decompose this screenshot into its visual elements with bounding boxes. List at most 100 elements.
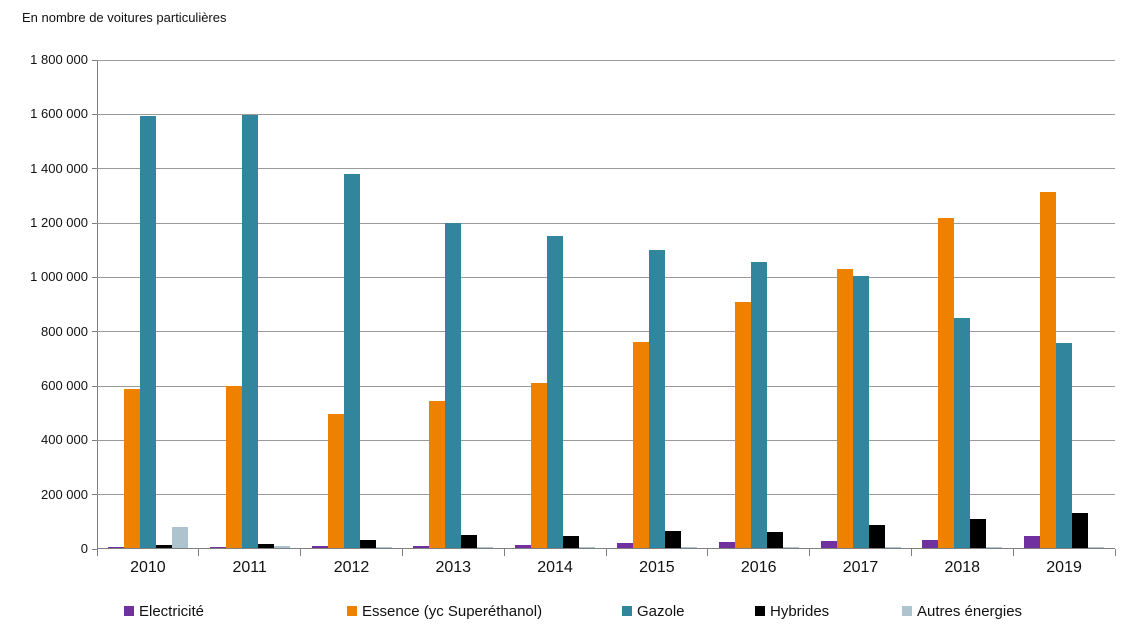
bar-hybrides-2017 bbox=[868, 524, 885, 548]
x-axis-label-2015: 2015 bbox=[639, 559, 675, 576]
y-axis-tick bbox=[92, 59, 97, 61]
gridline bbox=[97, 113, 1115, 115]
bar-autres-energies-2019 bbox=[1088, 547, 1105, 548]
y-axis-label: 1 000 000 bbox=[30, 269, 88, 285]
bar-essence-2018 bbox=[938, 217, 955, 548]
x-axis-tick bbox=[96, 549, 98, 556]
bar-autres-energies-2017 bbox=[884, 546, 901, 548]
legend-swatch-gazole bbox=[622, 606, 632, 616]
plot-area: 0 200 000 400 000 600 000 800 000 1 000 000 1 … bbox=[30, 53, 1116, 576]
bar-autres-energies-2010 bbox=[171, 527, 188, 548]
legend-swatch-electricite bbox=[124, 606, 134, 616]
bar-essence-2010 bbox=[123, 389, 140, 548]
bar-gazole-2013 bbox=[445, 222, 462, 548]
legend-label-hybrides: Hybrides bbox=[770, 602, 830, 620]
bar-hybrides-2015 bbox=[664, 531, 681, 548]
legend-item-hybrides: Hybrides bbox=[755, 601, 829, 621]
gridline bbox=[97, 439, 1115, 441]
x-axis-label-2010: 2010 bbox=[130, 559, 166, 576]
bar-essence-2019 bbox=[1040, 192, 1057, 548]
y-axis-label: 400 000 bbox=[41, 432, 88, 448]
chart-title: En nombre de voitures particulières bbox=[22, 10, 227, 25]
y-axis-tick bbox=[92, 276, 97, 278]
bar-electricite-2016 bbox=[718, 542, 735, 548]
bar-autres-energies-2016 bbox=[782, 546, 799, 548]
legend-label-essence: Essence (yc Superéthanol) bbox=[362, 602, 543, 620]
bar-electricite-2019 bbox=[1024, 536, 1041, 548]
y-axis-tick bbox=[92, 168, 97, 170]
bar-gazole-2015 bbox=[648, 249, 665, 548]
legend-item-autres-energies: Autres énergies bbox=[902, 601, 1022, 621]
bar-electricite-2014 bbox=[515, 545, 532, 548]
y-axis-label: 1 600 000 bbox=[30, 106, 88, 122]
legend-item-gazole: Gazole bbox=[622, 601, 685, 621]
x-axis-label-2018: 2018 bbox=[944, 559, 981, 576]
bar-autres-energies-2012 bbox=[375, 546, 392, 548]
y-axis-tick bbox=[92, 439, 97, 441]
bar-gazole-2016 bbox=[750, 261, 767, 548]
y-axis-tick bbox=[92, 494, 97, 496]
bar-gazole-2014 bbox=[547, 236, 564, 548]
x-axis-label-2017: 2017 bbox=[842, 559, 879, 576]
bar-gazole-2010 bbox=[139, 116, 156, 548]
legend-label-autres-energies: Autres énergies bbox=[917, 602, 1023, 620]
bar-autres-energies-2015 bbox=[680, 546, 697, 548]
y-axis-label: 200 000 bbox=[41, 486, 88, 502]
bar-electricite-2012 bbox=[311, 546, 328, 548]
x-axis-tick bbox=[1114, 549, 1116, 556]
x-axis-tick bbox=[707, 549, 709, 556]
x-axis-tick bbox=[605, 549, 607, 556]
legend-swatch-essence bbox=[347, 606, 357, 616]
bar-hybrides-2013 bbox=[461, 535, 478, 548]
bar-autres-energies-2014 bbox=[579, 547, 596, 548]
bar-hybrides-2011 bbox=[257, 544, 274, 548]
bar-hybrides-2014 bbox=[563, 536, 580, 548]
bar-electricite-2011 bbox=[209, 547, 226, 548]
chart-legend: Electricité Essence (yc Superéthanol) Gazo… bbox=[0, 601, 1125, 623]
legend-label-electricite: Electricité bbox=[139, 602, 205, 620]
legend-swatch-hybrides bbox=[755, 606, 765, 616]
y-axis-label: 1 800 000 bbox=[30, 52, 88, 67]
y-axis-label: 1 400 000 bbox=[30, 160, 88, 176]
x-axis-tick bbox=[198, 549, 200, 556]
y-axis-label: 800 000 bbox=[41, 323, 88, 339]
gridline bbox=[97, 59, 1115, 61]
x-axis-label-2012: 2012 bbox=[333, 559, 370, 576]
gridline bbox=[97, 385, 1115, 387]
x-axis-tick bbox=[300, 549, 302, 556]
gridline bbox=[97, 276, 1115, 278]
y-axis-tick bbox=[92, 113, 97, 115]
bar-essence-2015 bbox=[632, 341, 649, 548]
y-axis-line bbox=[97, 60, 98, 549]
bar-essence-2013 bbox=[429, 400, 446, 548]
bar-gazole-2018 bbox=[954, 318, 971, 548]
gridline bbox=[97, 222, 1115, 224]
gridline bbox=[97, 168, 1115, 170]
bar-essence-2014 bbox=[531, 383, 548, 548]
bar-gazole-2011 bbox=[241, 115, 258, 548]
y-axis-tick bbox=[92, 548, 97, 550]
bar-gazole-2019 bbox=[1056, 342, 1073, 548]
bar-hybrides-2012 bbox=[359, 540, 376, 548]
bar-essence-2011 bbox=[225, 386, 242, 548]
bar-hybrides-2019 bbox=[1072, 513, 1089, 548]
y-axis-label: 1 200 000 bbox=[30, 215, 88, 230]
bar-autres-energies-2011 bbox=[273, 545, 290, 548]
bar-electricite-2015 bbox=[616, 543, 633, 548]
y-axis-tick bbox=[92, 331, 97, 333]
bar-electricite-2010 bbox=[107, 547, 124, 548]
legend-label-gazole: Gazole bbox=[637, 602, 685, 620]
bar-hybrides-2010 bbox=[155, 545, 172, 548]
x-axis-label-2014: 2014 bbox=[537, 559, 573, 576]
bar-essence-2012 bbox=[327, 414, 344, 548]
x-axis-label-2019: 2019 bbox=[1046, 559, 1082, 576]
gridline bbox=[97, 331, 1115, 333]
bar-hybrides-2018 bbox=[970, 519, 987, 548]
bar-electricite-2017 bbox=[820, 541, 837, 548]
bar-gazole-2012 bbox=[343, 174, 360, 548]
bar-essence-2016 bbox=[734, 302, 751, 548]
legend-swatch-autres-energies bbox=[902, 606, 912, 616]
bar-gazole-2017 bbox=[852, 276, 869, 548]
y-axis-tick bbox=[92, 222, 97, 224]
